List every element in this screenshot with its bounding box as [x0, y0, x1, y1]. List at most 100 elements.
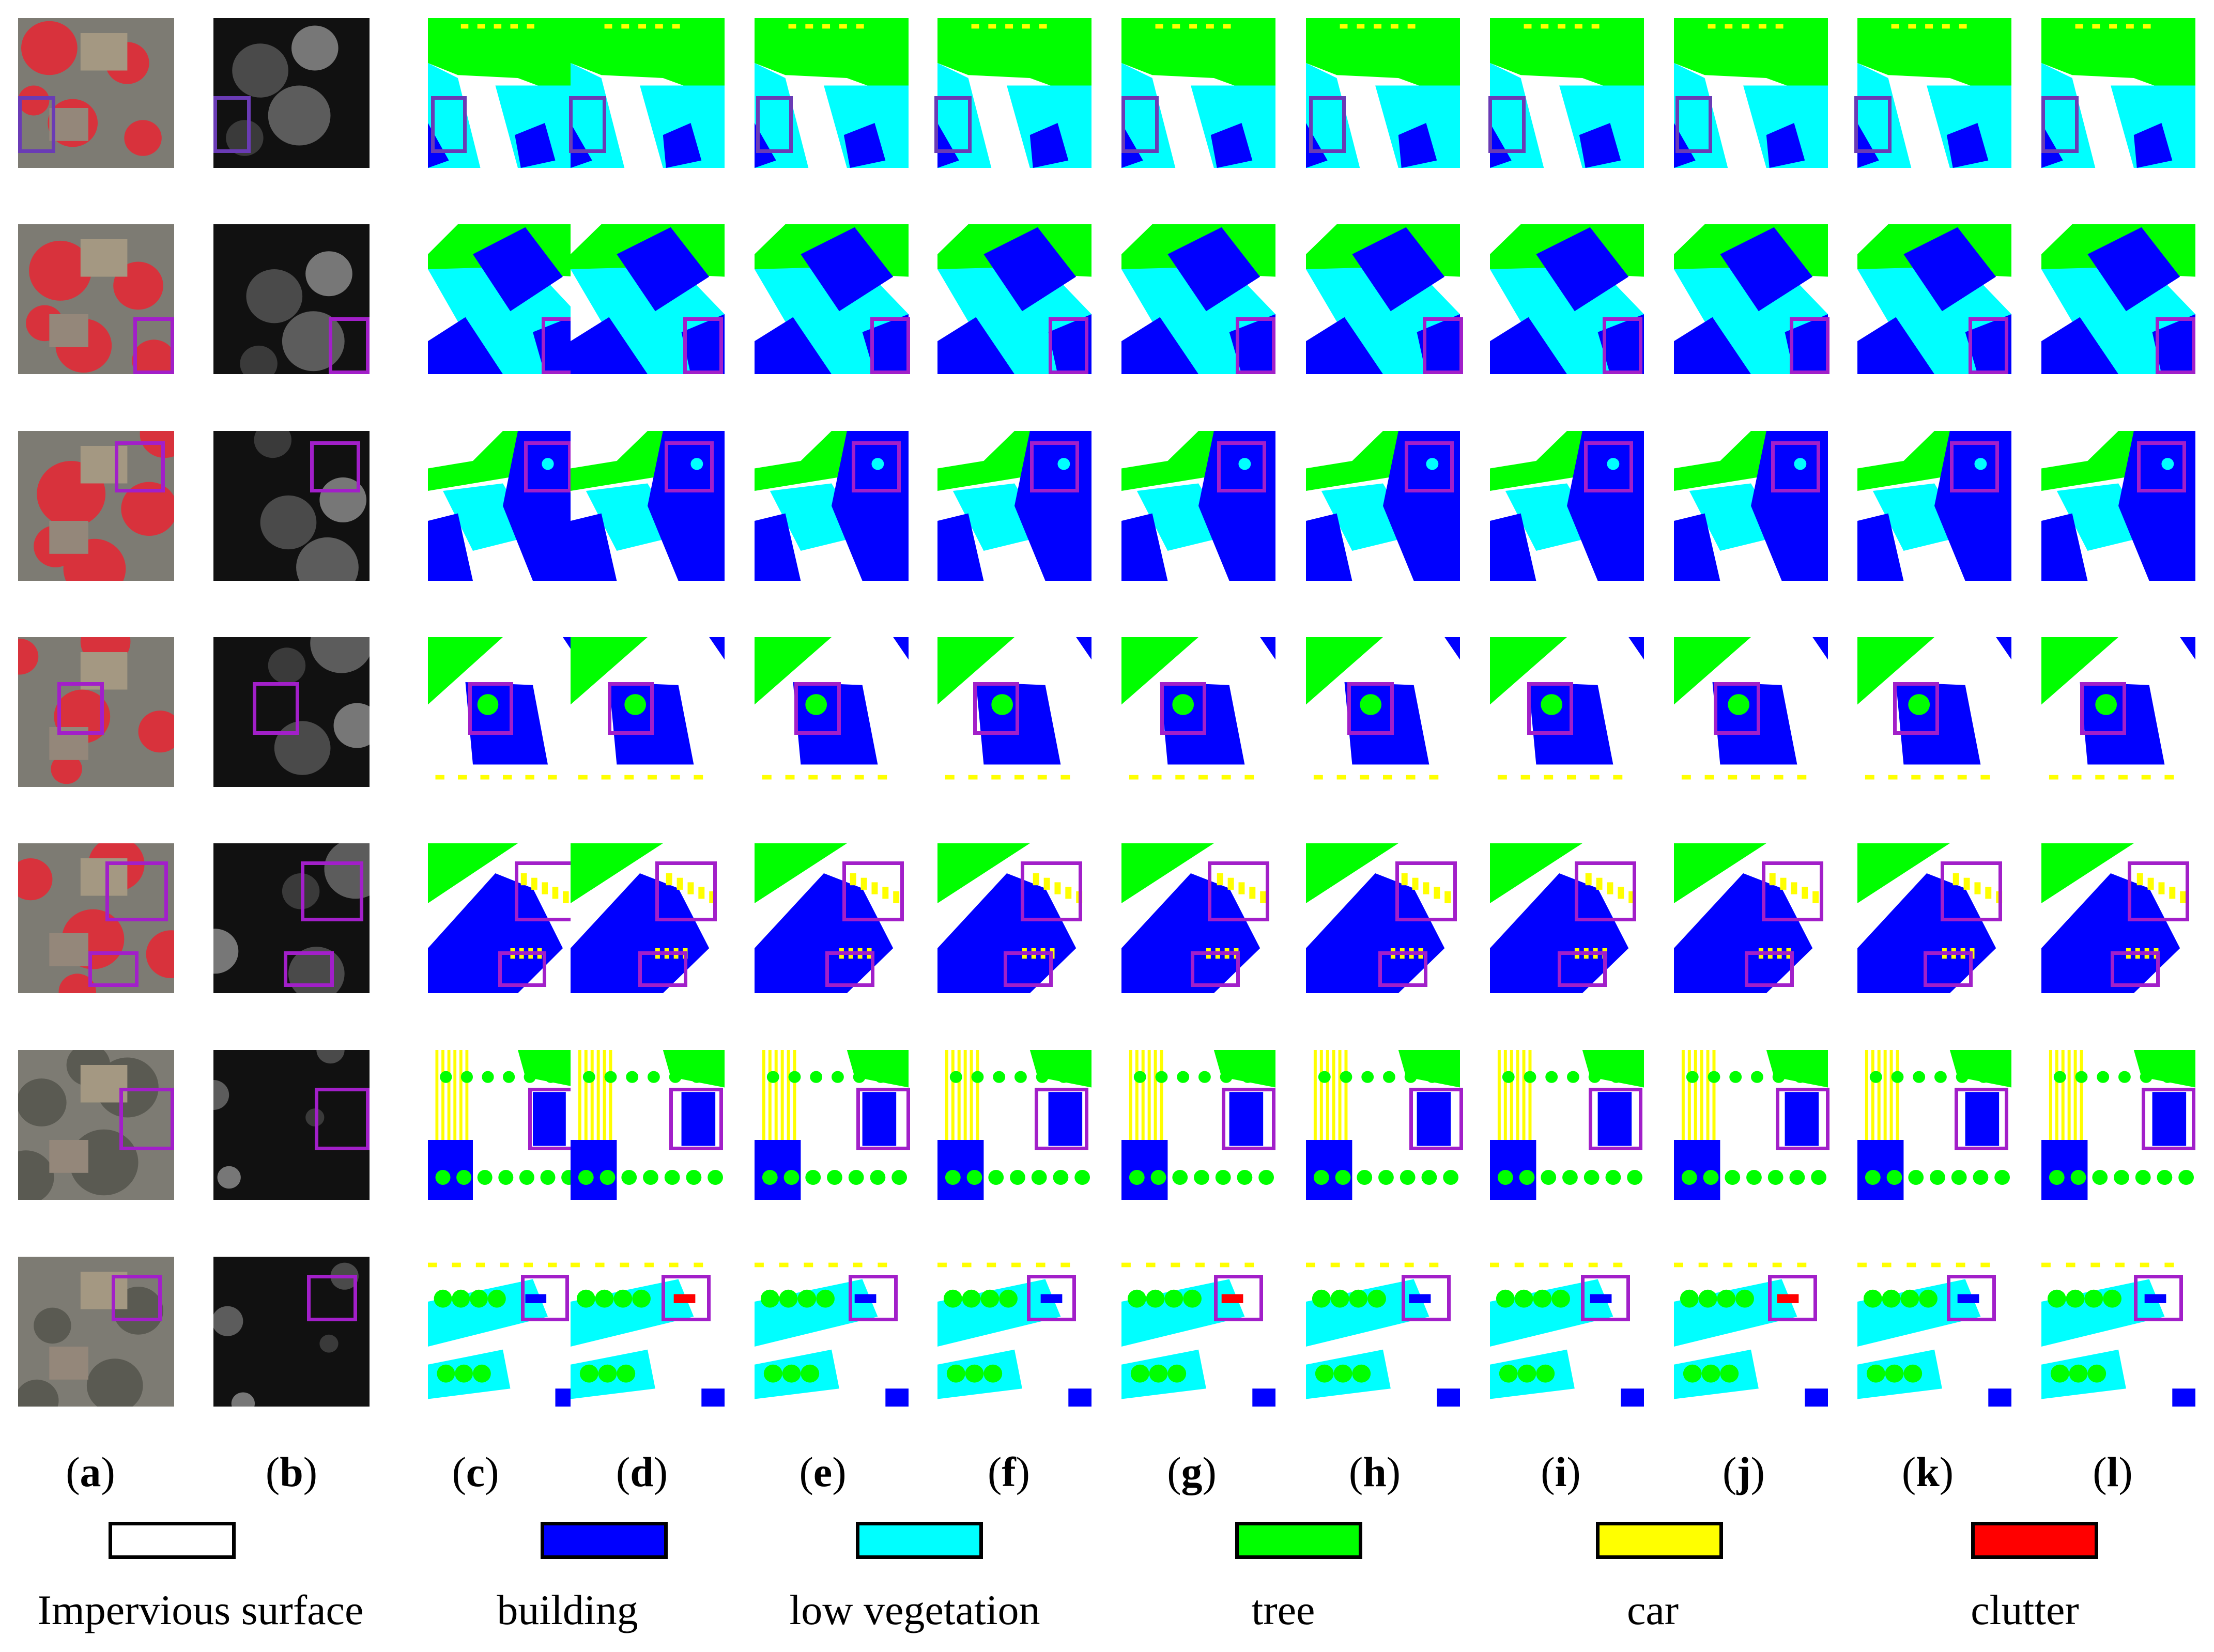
roof-patch [80, 1272, 128, 1309]
prediction-tile [1674, 637, 1828, 787]
vegetation-patch [29, 240, 91, 301]
prediction-tile [1490, 1257, 1644, 1407]
lowveg-patch [2161, 458, 2174, 470]
car-mark [548, 1262, 557, 1268]
column-letter: i [1555, 1448, 1567, 1495]
tree-patch [477, 694, 499, 715]
building-region [1121, 513, 1168, 581]
object-mark [1221, 1294, 1243, 1303]
building-region [1785, 314, 1828, 374]
impervious-region [1306, 224, 1337, 254]
car-mark [1319, 1050, 1323, 1140]
building-region [571, 873, 710, 993]
car-mark [1797, 1262, 1807, 1268]
car-mark [595, 1262, 605, 1268]
building-region [1029, 123, 1069, 168]
car-mark [1780, 877, 1787, 890]
car-mark [1147, 1050, 1151, 1140]
tree-patch [1333, 1364, 1352, 1383]
vegetation-patch [18, 1379, 59, 1407]
tree-patch [621, 1170, 637, 1185]
tree-patch [1514, 1289, 1533, 1308]
prediction-tile [428, 431, 578, 581]
tree-patch [980, 1289, 1000, 1308]
prediction-tile [2041, 1050, 2195, 1200]
car-mark [1681, 775, 1691, 780]
tree-patch [1588, 1071, 1601, 1083]
car-mark [957, 1050, 961, 1140]
car-mark [1865, 1050, 1868, 1140]
impervious-region [1490, 1257, 1644, 1294]
vegetation-patch [18, 1078, 67, 1126]
object-mark [525, 1294, 547, 1303]
building-region [983, 227, 1077, 312]
building-region [1857, 513, 1904, 581]
segmentation-map [571, 843, 725, 993]
car-mark [2141, 775, 2151, 780]
tree-patch [1746, 1170, 1762, 1185]
car-mark [1564, 1262, 1573, 1268]
car-mark [2049, 775, 2058, 780]
roof-patch [49, 727, 88, 760]
lowveg-patch [1607, 458, 1620, 470]
car-mark [1060, 1262, 1070, 1268]
building-region [1857, 873, 1996, 993]
lowveg-patch [690, 458, 703, 470]
prediction-tile [1490, 637, 1644, 787]
tree-patch [482, 1071, 494, 1083]
prediction-tile [937, 18, 1091, 168]
building-region [2172, 1388, 2195, 1407]
car-mark [528, 948, 533, 959]
car-mark [1522, 1050, 1526, 1140]
tree-patch [1728, 694, 1750, 715]
elevation-blob [316, 1050, 345, 1064]
tree-region [428, 843, 518, 903]
tree-patch [1567, 1071, 1579, 1083]
tree-patch [2178, 1170, 2194, 1185]
roof-patch [80, 652, 128, 690]
tree-patch [1036, 1071, 1049, 1083]
building-region [2041, 873, 2180, 993]
prediction-tile [755, 431, 909, 581]
tree-patch [1129, 1170, 1145, 1185]
building-region [1306, 513, 1352, 581]
car-mark [1152, 775, 1162, 780]
tree-patch [435, 1170, 451, 1185]
car-mark [1896, 1050, 1899, 1140]
car-mark [441, 1050, 444, 1140]
tree-patch [1999, 1071, 2011, 1083]
car-mark [1698, 1262, 1708, 1268]
vegetation-patch [18, 1150, 54, 1200]
building-region [617, 227, 710, 312]
car-mark [520, 873, 527, 886]
lowveg-region [937, 63, 992, 168]
car-mark [2144, 948, 2149, 959]
segmentation-map [1857, 224, 2011, 374]
segmentation-map [1857, 431, 2011, 581]
building-region [428, 1140, 473, 1200]
car-mark [1195, 1262, 1205, 1268]
car-mark [1956, 1262, 1965, 1268]
building-region [755, 873, 894, 993]
building-region [1229, 1092, 1264, 1146]
car-mark [1206, 24, 1214, 29]
car-mark [2164, 1262, 2174, 1268]
tree-patch [810, 1071, 823, 1083]
car-mark [1401, 873, 1408, 886]
car-mark [1728, 775, 1738, 780]
tree-patch [1426, 1071, 1439, 1083]
car-mark [1774, 775, 1784, 780]
car-mark [893, 891, 900, 903]
segmentation-map [571, 1257, 725, 1407]
prediction-tile [937, 1050, 1091, 1200]
car-mark [1129, 775, 1139, 780]
car-mark [788, 24, 796, 29]
car-mark [1528, 1050, 1532, 1140]
legend-swatch [1596, 1522, 1723, 1559]
building-region [428, 317, 503, 374]
car-mark [1306, 1262, 1315, 1268]
legend-label: building [497, 1586, 638, 1633]
car-mark [1336, 775, 1346, 780]
car-mark [1585, 873, 1592, 886]
tree-patch [2075, 1071, 2088, 1083]
